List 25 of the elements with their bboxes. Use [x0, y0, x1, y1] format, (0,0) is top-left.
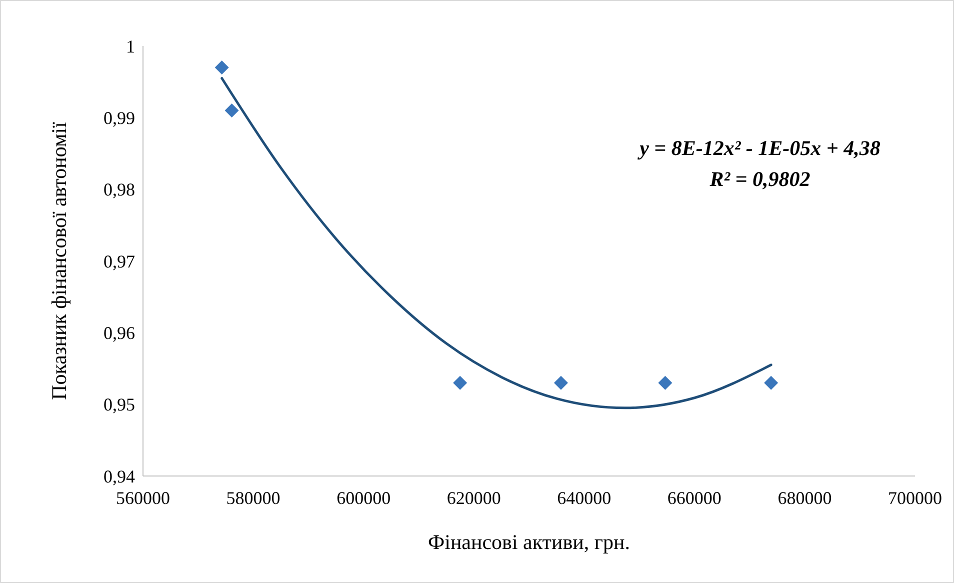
x-tick-label: 560000 [116, 488, 170, 508]
annotation: y = 8E-12x² - 1E-05x + 4,38 [636, 136, 881, 160]
x-tick-label: 640000 [557, 488, 612, 508]
y-axis-title: Показник фінансової автономії [47, 122, 71, 400]
point [453, 376, 468, 390]
x-tick-label: 680000 [778, 488, 832, 508]
point [224, 104, 239, 118]
x-tick-label: 700000 [888, 488, 942, 508]
annotation: R² = 0,9802 [708, 167, 811, 191]
x-tick-label: 580000 [226, 488, 280, 508]
y-tick-label: 0,97 [104, 251, 135, 272]
point [658, 376, 672, 390]
point [214, 60, 229, 74]
y-tick-label: 0,94 [104, 466, 135, 486]
y-tick-label: 0,95 [104, 394, 135, 415]
x-axis-title: Фінансові активи, грн. [428, 530, 630, 554]
point [764, 376, 778, 390]
y-tick-label: 1 [126, 36, 135, 56]
x-tick-label: 660000 [667, 488, 722, 508]
x-tick-label: 620000 [446, 488, 501, 508]
y-tick-label: 0,96 [104, 322, 135, 343]
y-tick-label: 0,98 [104, 180, 135, 200]
x-tick-label: 600000 [336, 488, 391, 508]
y-tick-label: 0,99 [104, 108, 135, 128]
point [554, 376, 568, 390]
